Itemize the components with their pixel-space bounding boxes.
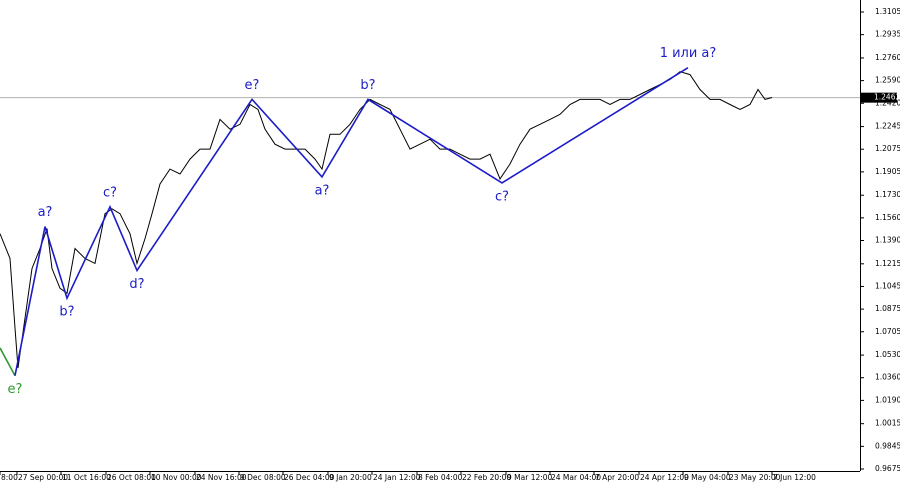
y-tick-label: 1.0705: [875, 327, 900, 336]
x-tick-label: 9 Dec 08:00: [240, 473, 286, 482]
price-line-series: [0, 71, 773, 368]
y-tick-label: 1.2075: [875, 144, 900, 153]
wave-label: c?: [103, 185, 117, 200]
y-tick-label: 0.9845: [875, 441, 900, 450]
wave-label: b?: [360, 78, 375, 93]
x-tick-label: 24 Nov 16:00: [196, 473, 247, 482]
x-tick-label: 26 Dec 04:00: [284, 473, 335, 482]
y-tick-label: 1.0360: [875, 373, 900, 382]
x-tick-label: 9 Jan 20:00: [329, 473, 372, 482]
wave-label: d?: [129, 277, 144, 292]
wave-label: c?: [495, 189, 509, 204]
x-tick-label: 7 Jun 12:00: [773, 473, 816, 482]
x-tick-label: 9 Mar 12:00: [507, 473, 553, 482]
y-tick-label: 1.2935: [875, 30, 900, 39]
x-tick-label: 24 Mar 04:00: [551, 473, 601, 482]
y-tick-label: 0.9675: [875, 464, 900, 473]
wave-label: 1 или a?: [660, 46, 717, 61]
y-tick-label: 1.1730: [875, 190, 900, 199]
x-tick-label: 8 Feb 04:00: [418, 473, 463, 482]
y-tick-label: 1.2245: [875, 122, 900, 131]
y-tick-label: 1.2590: [875, 76, 900, 85]
y-tick-label: 1.1390: [875, 235, 900, 244]
y-tick-label: 1.2760: [875, 53, 900, 62]
y-tick-label: 1.1045: [875, 281, 900, 290]
y-tick-label: 1.2420: [875, 98, 900, 107]
x-tick-label: 8:00: [1, 473, 18, 482]
wave-line: [14, 67, 689, 376]
wave-line: [0, 347, 16, 377]
x-tick-label: 26 Oct 08:00: [107, 473, 156, 482]
y-tick-label: 1.0875: [875, 304, 900, 313]
y-tick-label: 1.0530: [875, 350, 900, 359]
x-tick-label: 7 Apr 20:00: [595, 473, 639, 482]
wave-label: e?: [8, 382, 23, 397]
price-label: 1.2462: [874, 93, 900, 102]
wave-label: a?: [38, 205, 53, 220]
x-tick-label: 10 Nov 00:00: [151, 473, 202, 482]
y-tick-label: 1.0190: [875, 395, 900, 404]
y-tick-label: 1.1905: [875, 167, 900, 176]
price-label-box: [861, 92, 897, 103]
y-tick-label: 1.1560: [875, 213, 900, 222]
wave-label: e?: [245, 78, 260, 93]
x-tick-label: 24 Apr 12:00: [640, 473, 689, 482]
wave-label: a?: [315, 183, 330, 198]
x-tick-label: 27 Sep 00:00: [18, 473, 68, 482]
x-tick-label: 24 Jan 12:00: [373, 473, 421, 482]
y-tick-label: 1.3105: [875, 7, 900, 16]
x-tick-label: 23 May 20:00: [729, 473, 781, 482]
y-tick-label: 1.1215: [875, 259, 900, 268]
y-tick-label: 1.0015: [875, 419, 900, 428]
x-tick-label: 22 Feb 20:00: [462, 473, 511, 482]
x-tick-label: 9 May 04:00: [684, 473, 731, 482]
x-tick-label: 11 Oct 16:00: [62, 473, 111, 482]
wave-label: b?: [59, 305, 74, 320]
